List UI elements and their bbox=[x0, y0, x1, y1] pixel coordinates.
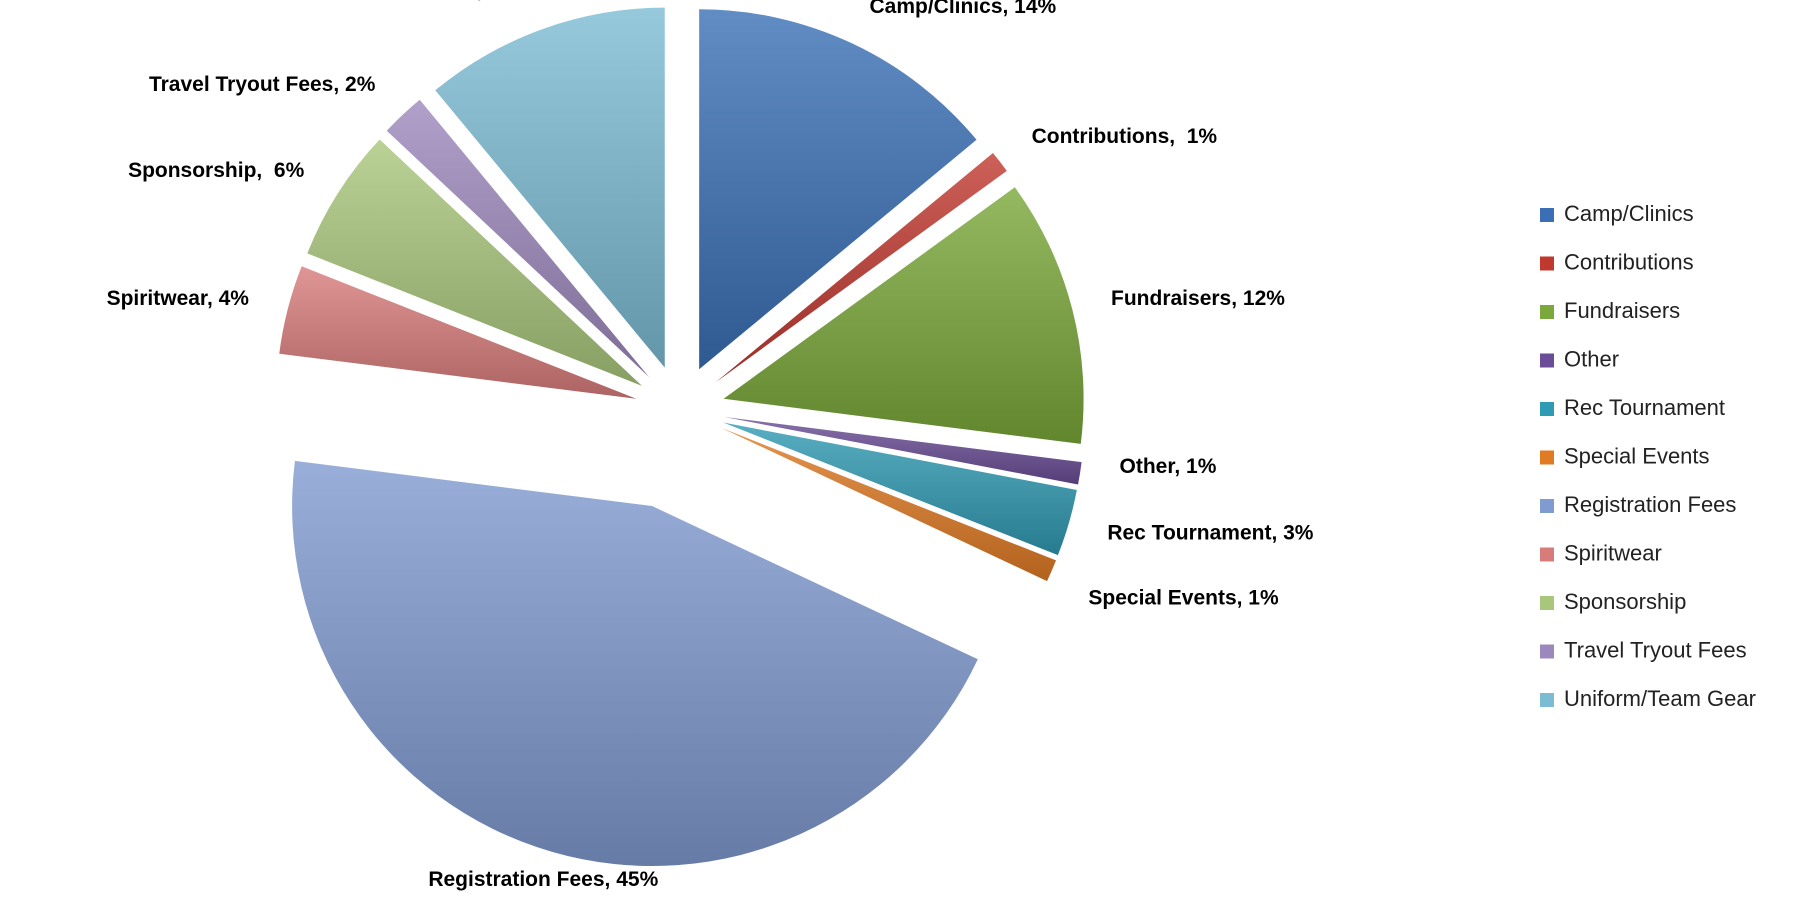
pie-slice bbox=[723, 422, 1077, 556]
data-label: Camp/Clinics, 14% bbox=[869, 0, 1056, 18]
pie-slice bbox=[723, 187, 1084, 444]
legend-swatch bbox=[1540, 547, 1554, 562]
legend-label: Spiritwear bbox=[1564, 540, 1662, 565]
legend-swatch bbox=[1540, 596, 1554, 610]
pie-slice bbox=[699, 9, 977, 370]
legend-label: Registration Fees bbox=[1564, 492, 1736, 517]
data-label: Registration Fees, 45% bbox=[428, 868, 658, 891]
pie-slice bbox=[386, 99, 650, 378]
legend-label: Sponsorship bbox=[1564, 589, 1686, 614]
legend-label: Contributions bbox=[1564, 249, 1694, 274]
legend-label: Uniform/Team Gear bbox=[1564, 686, 1756, 711]
data-label: Fundraisers, 12% bbox=[1111, 287, 1285, 310]
data-label: Spiritwear, 4% bbox=[107, 287, 250, 310]
legend-label: Fundraisers bbox=[1564, 298, 1680, 323]
pie-slice bbox=[435, 7, 665, 368]
pie-slice bbox=[279, 266, 637, 399]
data-label: Uniform/Team Gear, 11% bbox=[285, 0, 530, 2]
pie-slice bbox=[721, 427, 1057, 582]
legend-label: Travel Tryout Fees bbox=[1564, 637, 1747, 662]
legend-swatch bbox=[1540, 256, 1554, 271]
legend-swatch bbox=[1540, 305, 1554, 319]
legend-swatch bbox=[1540, 499, 1554, 513]
legend-swatch bbox=[1540, 644, 1554, 659]
pie-slice bbox=[307, 139, 643, 386]
legend-swatch bbox=[1540, 693, 1554, 707]
data-label: Contributions, 1% bbox=[1032, 125, 1218, 148]
legend-swatch bbox=[1540, 353, 1554, 368]
data-label: Special Events, 1% bbox=[1088, 586, 1279, 609]
legend-label: Special Events bbox=[1564, 443, 1710, 468]
legend-swatch bbox=[1540, 450, 1554, 465]
data-label: Rec Tournament, 3% bbox=[1107, 522, 1313, 545]
data-label: Other, 1% bbox=[1120, 455, 1217, 478]
pie-slice bbox=[292, 460, 978, 867]
pie-slice bbox=[724, 417, 1082, 485]
legend-swatch bbox=[1540, 402, 1554, 416]
legend-label: Camp/Clinics bbox=[1564, 201, 1694, 226]
legend-label: Other bbox=[1564, 346, 1619, 371]
legend-swatch bbox=[1540, 208, 1554, 222]
legend-label: Rec Tournament bbox=[1564, 395, 1725, 420]
data-label: Sponsorship, 6% bbox=[128, 159, 305, 182]
data-label: Travel Tryout Fees, 2% bbox=[149, 73, 376, 96]
pie-slice bbox=[715, 152, 1007, 383]
